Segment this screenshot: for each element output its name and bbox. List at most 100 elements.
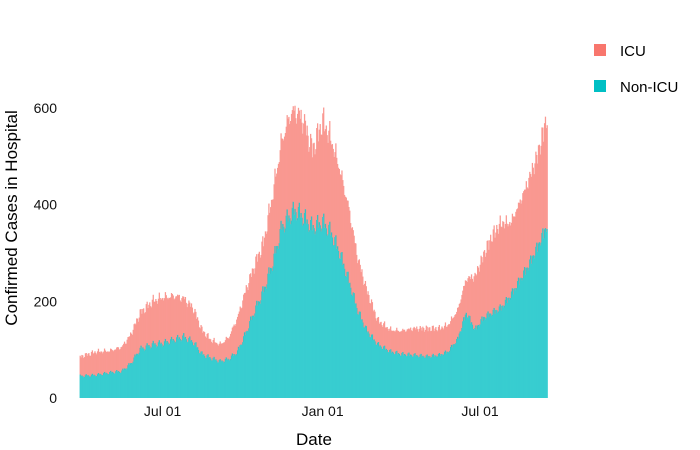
- bar-non-icu: [123, 368, 126, 398]
- bar-icu: [395, 330, 397, 352]
- bar-icu: [387, 328, 389, 353]
- bar-icu: [117, 347, 120, 372]
- bar-icu: [207, 333, 209, 355]
- bar-non-icu: [183, 333, 185, 398]
- bar-non-icu: [230, 359, 232, 398]
- bar-non-icu: [407, 353, 409, 398]
- bar-non-icu: [153, 344, 155, 398]
- bar-non-icu: [103, 373, 105, 398]
- series-non-icu: [79, 201, 548, 398]
- bar-icu: [288, 116, 290, 216]
- bar-non-icu: [441, 354, 443, 398]
- bar-icu: [363, 285, 365, 328]
- bar-icu: [158, 292, 160, 341]
- bar-non-icu: [182, 335, 184, 398]
- bar-non-icu: [393, 354, 395, 398]
- bar-non-icu: [172, 339, 174, 398]
- bar-non-icu: [116, 370, 118, 398]
- bar-non-icu: [289, 218, 291, 398]
- bar-icu: [470, 274, 473, 323]
- bar-non-icu: [405, 356, 407, 398]
- bar-non-icu: [269, 273, 271, 398]
- bar-non-icu: [222, 361, 224, 398]
- bar-non-icu: [150, 348, 152, 398]
- bar-icu: [440, 328, 442, 354]
- bar-non-icu: [176, 337, 178, 398]
- bar-non-icu: [301, 217, 303, 398]
- bar-non-icu: [140, 345, 142, 398]
- bar-icu: [260, 254, 262, 301]
- bar-icu: [263, 246, 265, 293]
- bar-non-icu: [423, 356, 425, 398]
- bar-icu: [512, 216, 514, 295]
- bar-icu: [521, 200, 523, 281]
- bar-icu: [324, 129, 327, 224]
- bar-non-icu: [376, 344, 378, 398]
- bar-icu: [262, 236, 264, 287]
- bar-non-icu: [225, 357, 227, 398]
- bar-icu: [239, 306, 241, 346]
- bar-non-icu: [294, 208, 296, 398]
- bar-non-icu: [80, 375, 82, 398]
- bar-icu: [114, 349, 116, 374]
- bar-non-icu: [143, 348, 145, 398]
- bar-icu: [484, 256, 487, 320]
- bar-non-icu: [304, 209, 307, 398]
- bar-icu: [186, 307, 188, 343]
- bar-non-icu: [190, 340, 193, 398]
- bar-icu: [381, 325, 383, 349]
- bar-non-icu: [412, 356, 414, 398]
- bar-non-icu: [116, 371, 119, 398]
- y-axis: 0 200 400 600: [34, 100, 58, 406]
- bar-icu: [388, 330, 390, 353]
- bar-icu: [456, 307, 459, 337]
- bar-icu: [517, 202, 520, 278]
- bar-icu: [483, 250, 486, 318]
- bar-icu: [446, 326, 448, 352]
- bar-icu: [542, 127, 544, 229]
- bar-non-icu: [522, 278, 524, 398]
- bar-non-icu: [101, 375, 103, 398]
- bar-non-icu: [351, 295, 354, 398]
- bar-non-icu: [168, 344, 170, 398]
- bar-icu: [416, 329, 419, 356]
- bar-non-icu: [390, 352, 393, 398]
- bar-non-icu: [429, 356, 431, 398]
- bar-non-icu: [494, 313, 496, 398]
- bar-non-icu: [378, 346, 380, 398]
- bar-non-icu: [195, 342, 197, 398]
- bar-non-icu: [258, 301, 260, 398]
- bar-icu: [431, 325, 434, 355]
- bar-icu: [221, 343, 223, 361]
- bar-icu: [509, 221, 511, 300]
- bar-icu: [462, 290, 464, 322]
- bar-icu: [170, 297, 172, 340]
- bar-icu: [122, 345, 124, 369]
- bar-icu: [394, 331, 396, 354]
- bar-icu: [419, 325, 421, 355]
- bar-icu: [327, 142, 329, 235]
- bar-non-icu: [439, 355, 441, 398]
- bar-non-icu: [446, 351, 448, 398]
- bar-non-icu: [376, 342, 379, 398]
- bar-icu: [404, 331, 407, 355]
- bar-non-icu: [328, 224, 330, 398]
- bar-non-icu: [344, 276, 347, 398]
- bar-icu: [316, 123, 319, 215]
- bar-non-icu: [343, 268, 346, 398]
- bar-icu: [545, 128, 547, 232]
- bar-icu: [415, 329, 417, 357]
- bar-non-icu: [399, 355, 401, 398]
- bar-icu: [416, 326, 418, 356]
- bar-icu: [202, 332, 204, 355]
- bar-non-icu: [495, 309, 497, 398]
- bar-icu: [238, 311, 240, 349]
- bar-icu: [541, 127, 543, 233]
- bar-non-icu: [307, 224, 309, 398]
- bar-icu: [543, 141, 545, 239]
- bar-non-icu: [230, 355, 233, 398]
- bar-non-icu: [192, 345, 194, 398]
- bar-non-icu: [466, 317, 468, 398]
- bar-non-icu: [403, 353, 406, 398]
- bar-icu: [224, 340, 227, 359]
